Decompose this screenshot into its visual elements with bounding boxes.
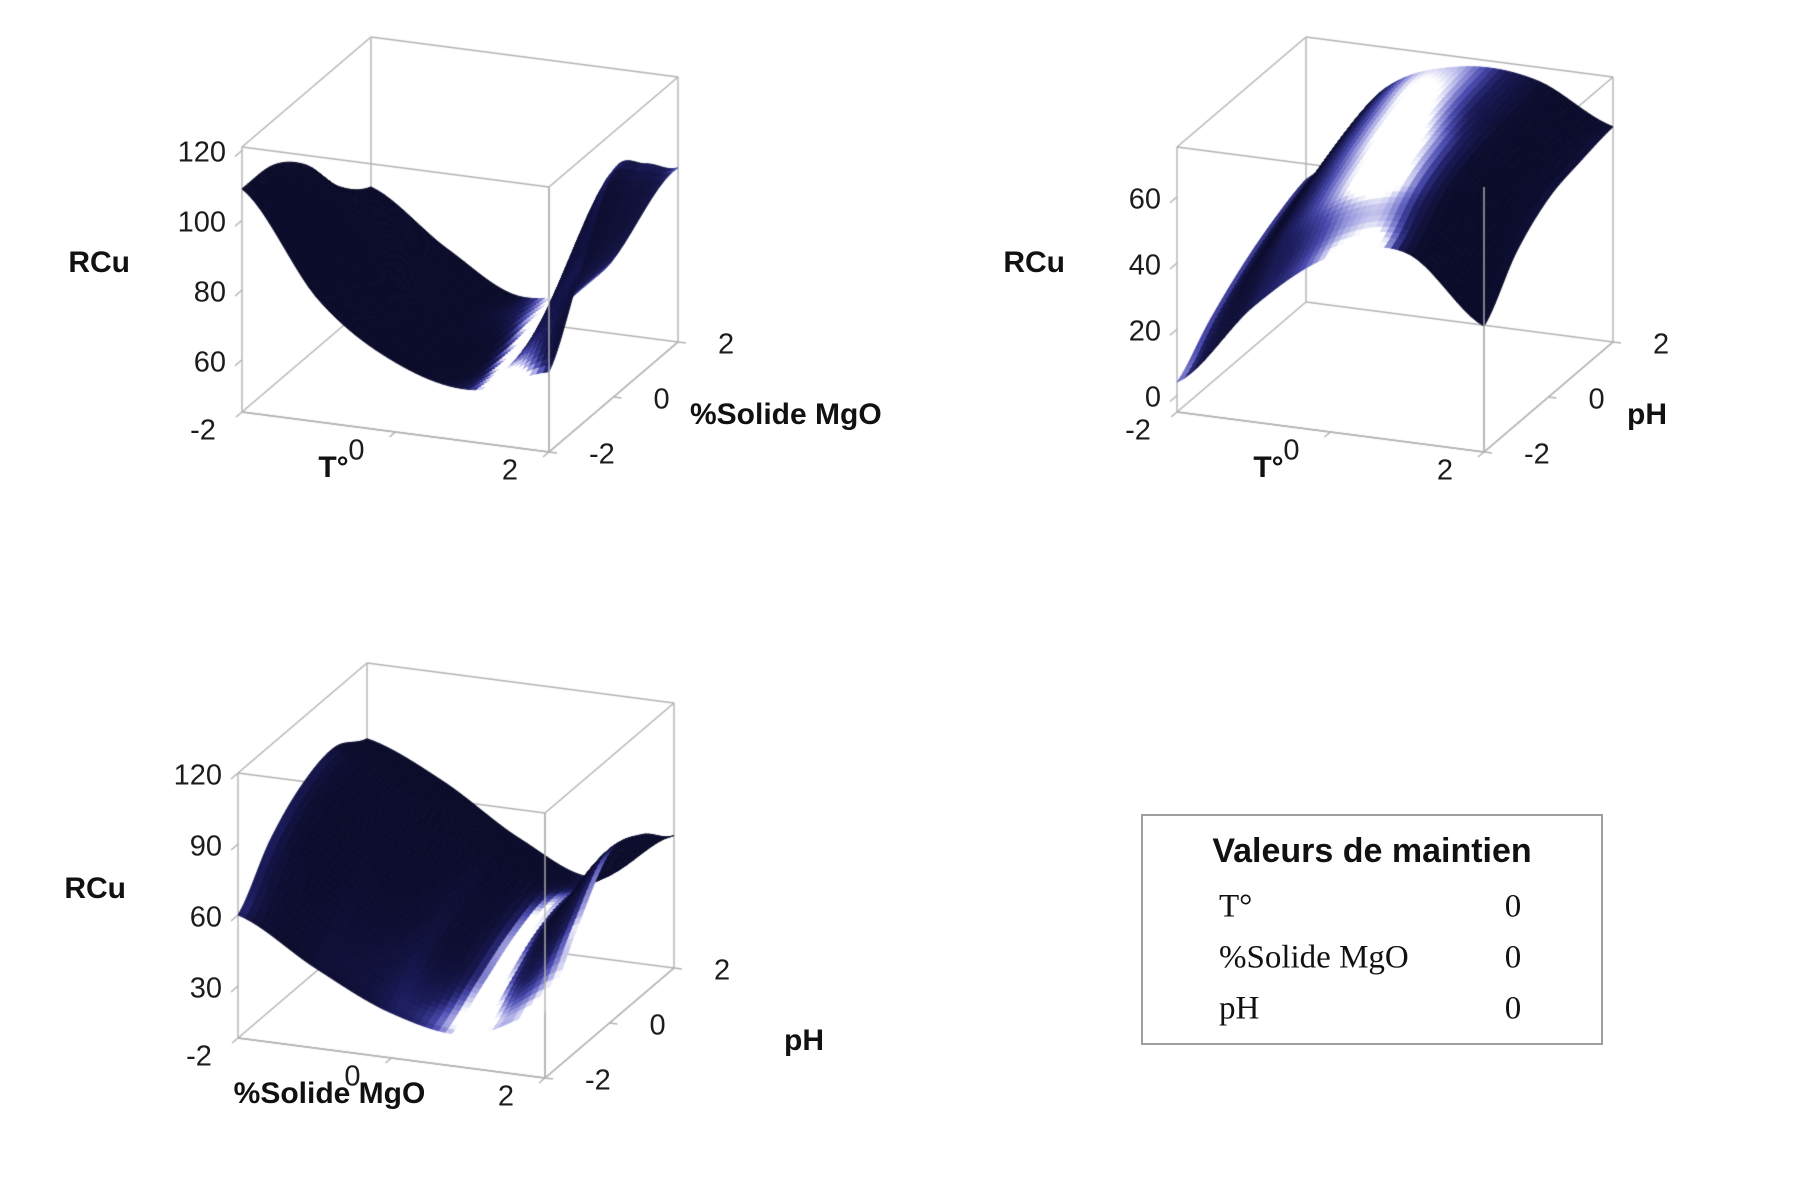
hold-factor-value: 0 xyxy=(1504,990,1522,1026)
hold-factor-value: 0 xyxy=(1504,888,1522,924)
hold-factor-name: %Solide MgO xyxy=(1219,939,1409,975)
hold-values-rows: T° 0 %Solide MgO 0 pH 0 xyxy=(1143,881,1601,1034)
hold-value-row: T° 0 xyxy=(1143,881,1601,932)
hold-factor-name: pH xyxy=(1219,990,1260,1026)
hold-values-title: Valeurs de maintien xyxy=(1212,832,1532,870)
hold-value-row: pH 0 xyxy=(1143,983,1601,1034)
hold-factor-name: T° xyxy=(1219,888,1253,924)
hold-value-row: %Solide MgO 0 xyxy=(1143,932,1601,983)
hold-values-box: Valeurs de maintien T° 0 %Solide MgO 0 p… xyxy=(1141,814,1603,1045)
hold-factor-value: 0 xyxy=(1504,939,1522,975)
